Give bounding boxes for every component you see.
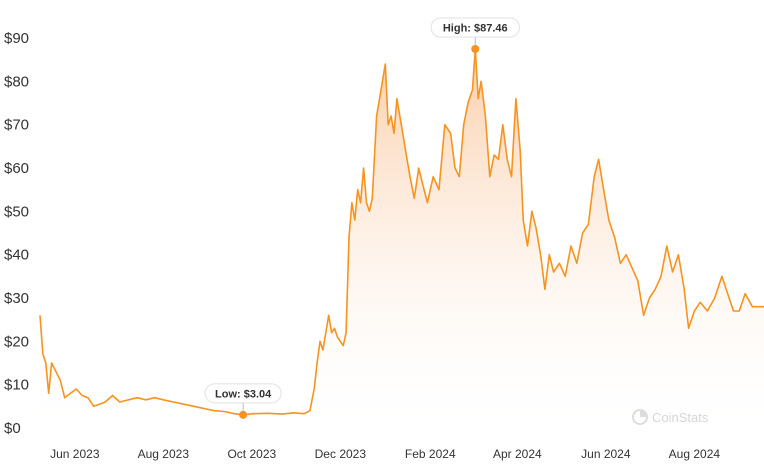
- y-tick-label: $70: [4, 117, 29, 134]
- x-tick-label: Apr 2024: [493, 447, 542, 461]
- callouts: High: $87.46 Low: $3.04: [204, 17, 520, 419]
- x-tick-label: Aug 2024: [669, 447, 721, 461]
- low-callout: Low: $3.04: [204, 383, 282, 419]
- y-tick-label: $30: [4, 290, 29, 307]
- watermark-text: CoinStats: [652, 410, 709, 425]
- callout-box: [204, 383, 282, 404]
- callout-marker: [239, 410, 248, 419]
- callout-box: [430, 17, 520, 38]
- y-tick-label: $10: [4, 377, 29, 394]
- callout-label: High: $87.46: [443, 23, 508, 35]
- x-axis-ticks: Jun 2023 Aug 2023 Oct 2023 Dec 2023 Feb 2024…: [50, 447, 720, 461]
- y-tick-label: $90: [4, 30, 29, 47]
- series-area: [40, 49, 764, 428]
- y-tick-label: $0: [4, 420, 21, 437]
- x-tick-label: Aug 2023: [138, 447, 190, 461]
- callout-marker: [471, 45, 480, 54]
- coinstats-logo-segment: [640, 410, 647, 417]
- high-callout: High: $87.46: [430, 17, 520, 54]
- x-tick-label: Jun 2023: [50, 447, 100, 461]
- y-axis-ticks: $0 $10 $20 $30 $40 $50 $60 $70 $80 $90: [4, 30, 29, 437]
- callout-label: Low: $3.04: [215, 388, 272, 400]
- plot-area: [39, 48, 764, 428]
- x-tick-label: Feb 2024: [405, 447, 456, 461]
- x-tick-label: Jun 2024: [581, 447, 631, 461]
- x-tick-label: Dec 2023: [315, 447, 367, 461]
- series-line: [39, 48, 764, 416]
- y-tick-label: $20: [4, 333, 29, 350]
- y-tick-label: $50: [4, 203, 29, 220]
- y-tick-label: $80: [4, 73, 29, 90]
- y-tick-label: $40: [4, 247, 29, 264]
- y-tick-label: $60: [4, 160, 29, 177]
- watermark: CoinStats: [632, 409, 709, 425]
- x-tick-label: Oct 2023: [227, 447, 276, 461]
